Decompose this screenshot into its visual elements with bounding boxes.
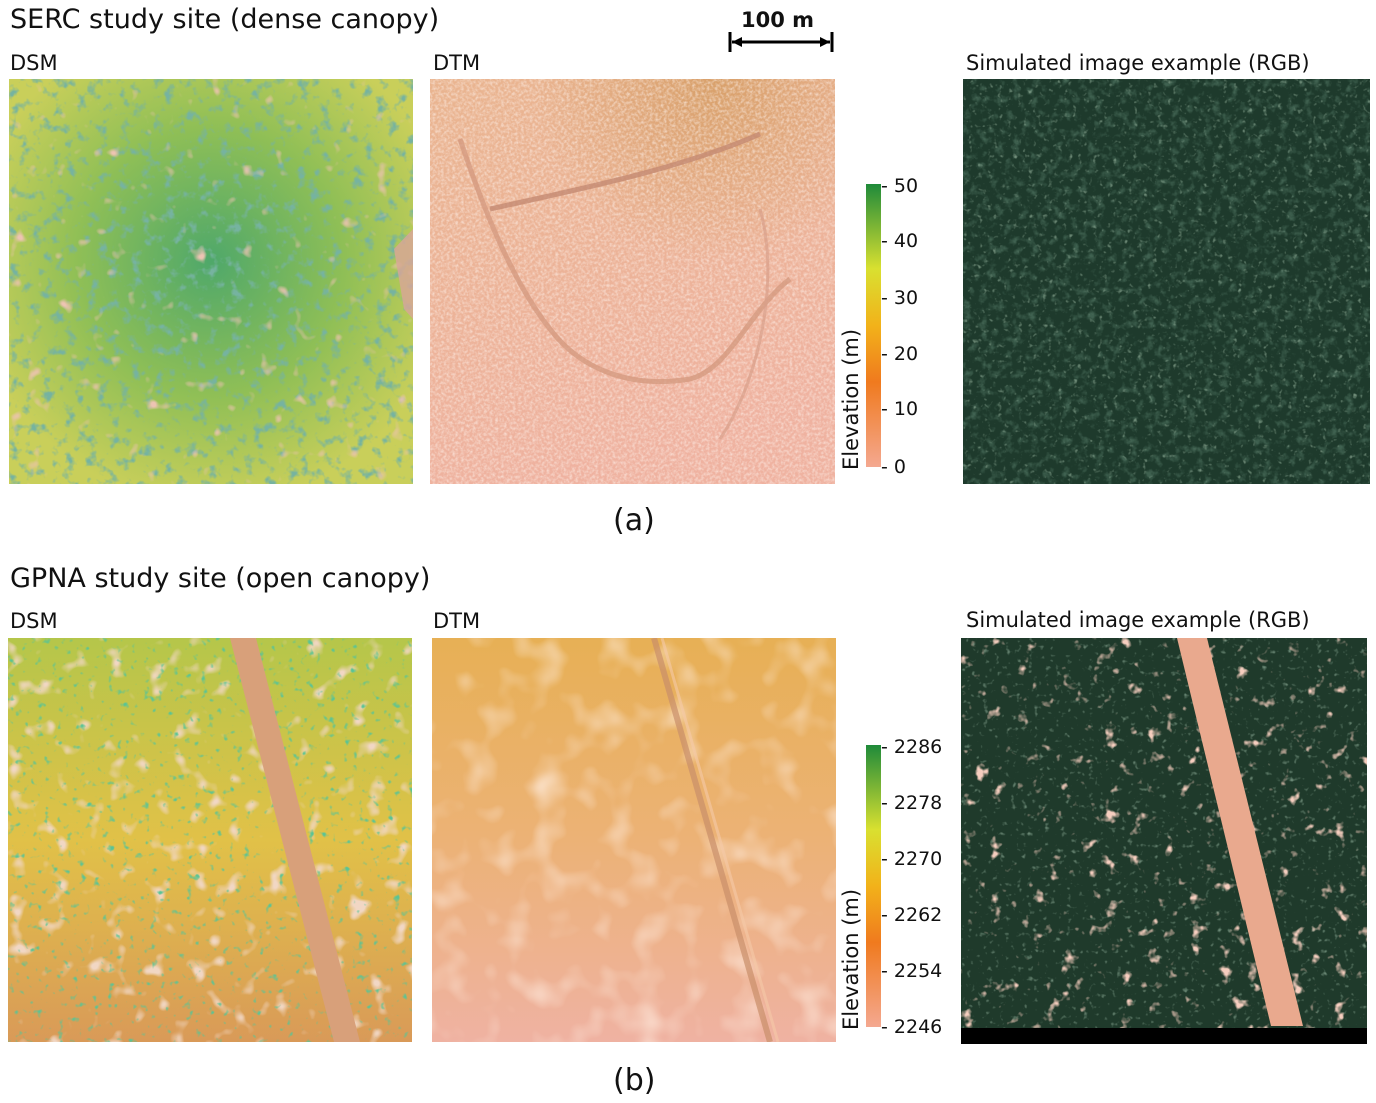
panel-a-colorbar-tick: - 0 [881,456,906,478]
panel-a-dtm-label: DTM [433,51,481,75]
scale-bar [728,32,834,52]
panel-a-rgb-label: Simulated image example (RGB) [966,51,1310,75]
panel-a-colorbar-tick: - 20 [881,343,919,365]
panel-b-rgb-label: Simulated image example (RGB) [966,608,1310,632]
panel-b-dsm-label: DSM [10,609,58,633]
panel-b-title: GPNA study site (open canopy) [10,563,431,594]
panel-a-colorbar-tick: - 10 [881,398,919,420]
panel-b-colorbar-tick: - 2278 [881,792,943,814]
panel-b-colorbar-tick: - 2286 [881,736,943,758]
panel-a-colorbar-tick: - 30 [881,287,919,309]
panel-b-colorbar-axis-label: Elevation (m) [839,888,863,1030]
panel-b-caption: (b) [613,1063,656,1098]
panel-b-rgb-image [961,638,1367,1044]
panel-a-rgb-image [963,79,1370,484]
panel-b-colorbar-tick: - 2262 [881,904,943,926]
panel-b-dtm-label: DTM [433,609,481,633]
panel-b-dtm-image [432,638,836,1042]
scale-bar-label: 100 m [741,8,815,32]
panel-b-colorbar [866,745,881,1027]
panel-b-colorbar-tick: - 2246 [881,1016,943,1038]
panel-a-colorbar-tick: - 50 [881,175,919,197]
panel-a-colorbar-tick: - 40 [881,230,919,252]
panel-a-dsm-image [9,79,413,484]
panel-b-colorbar-tick: - 2270 [881,848,943,870]
panel-a-colorbar [866,184,881,467]
panel-a-title: SERC study site (dense canopy) [10,4,440,35]
panel-b-dsm-image [8,638,412,1042]
panel-b-colorbar-tick: - 2254 [881,960,943,982]
panel-a-dtm-image [430,79,835,484]
panel-a-dsm-label: DSM [10,51,58,75]
panel-a-caption: (a) [613,503,655,538]
panel-a-colorbar-axis-label: Elevation (m) [839,328,863,470]
